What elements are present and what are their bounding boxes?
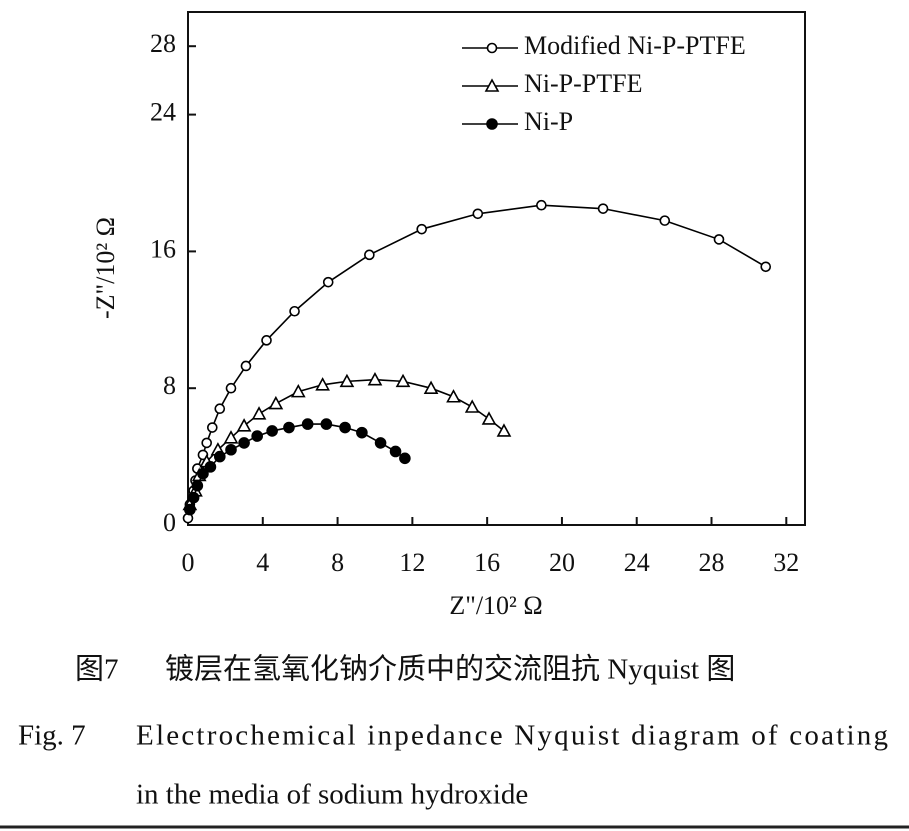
x-axis-label: Z"/10² Ω — [449, 591, 542, 620]
legend-label: Ni-P-PTFE — [524, 69, 642, 98]
marker — [446, 389, 461, 403]
marker — [713, 234, 725, 245]
x-tick-label: 12 — [399, 548, 425, 577]
marker — [223, 430, 239, 444]
marker — [597, 203, 609, 214]
y-tick-label: 8 — [163, 371, 176, 400]
y-axis-label: -Z"/10² Ω — [91, 217, 120, 319]
marker — [251, 430, 263, 442]
y-tick-label: 16 — [150, 234, 176, 263]
marker — [356, 426, 368, 439]
legend-marker — [486, 118, 498, 130]
legend-label: Modified Ni-P-PTFE — [524, 31, 746, 60]
marker — [197, 467, 209, 480]
marker — [225, 443, 237, 456]
marker — [251, 406, 267, 420]
marker — [191, 479, 204, 492]
legend-marker — [484, 78, 500, 92]
y-tick-label: 24 — [150, 98, 176, 127]
y-tick-label: 28 — [150, 29, 176, 58]
series-line — [189, 423, 406, 510]
marker — [416, 223, 428, 235]
marker — [268, 395, 284, 410]
series-line — [187, 204, 767, 519]
marker — [283, 421, 295, 434]
marker — [374, 437, 387, 449]
marker — [320, 418, 333, 430]
marker — [760, 261, 772, 273]
marker — [225, 382, 237, 394]
x-tick-label: 4 — [256, 548, 269, 577]
marker — [472, 208, 484, 220]
marker — [659, 215, 671, 226]
x-tick-label: 24 — [624, 548, 650, 577]
x-tick-label: 28 — [699, 548, 725, 577]
marker — [536, 199, 547, 211]
caption-cn-text: 镀层在氢氧化钠介质中的交流阻抗 Nyquist 图 — [165, 653, 735, 686]
marker — [364, 249, 375, 261]
marker — [187, 491, 200, 504]
marker — [496, 423, 512, 437]
marker — [266, 425, 278, 437]
x-tick-label: 20 — [549, 548, 575, 577]
marker — [389, 445, 402, 458]
marker — [184, 503, 196, 516]
marker — [204, 461, 217, 473]
marker — [339, 373, 355, 388]
marker — [214, 403, 226, 415]
caption-en-line: Electrochemical inpedance Nyquist diagra… — [136, 720, 888, 752]
legend-marker — [486, 42, 498, 54]
marker — [290, 383, 306, 398]
marker — [367, 371, 383, 386]
marker — [301, 418, 314, 430]
marker — [238, 437, 250, 449]
marker — [207, 422, 218, 433]
marker — [339, 421, 351, 434]
y-tick-label: 0 — [163, 508, 176, 537]
marker — [261, 335, 272, 346]
x-tick-label: 32 — [773, 548, 799, 577]
marker — [240, 360, 252, 372]
plot-frame — [187, 11, 806, 526]
marker — [213, 450, 226, 463]
marker — [423, 380, 439, 394]
marker — [322, 276, 334, 288]
x-tick-label: 0 — [182, 548, 195, 577]
marker — [289, 305, 300, 317]
marker — [464, 399, 480, 413]
marker — [395, 373, 411, 388]
marker — [236, 418, 252, 432]
caption-en-line: in the media of sodium hydroxide — [136, 779, 528, 811]
marker — [201, 437, 212, 449]
x-tick-label: 8 — [331, 548, 344, 577]
legend-label: Ni-P — [524, 107, 573, 136]
marker — [481, 411, 497, 425]
x-tick-label: 16 — [474, 548, 500, 577]
marker — [315, 377, 330, 391]
marker — [399, 452, 411, 465]
caption-cn-label: 图7 — [75, 654, 119, 686]
caption-en-label: Fig. 7 — [18, 720, 86, 752]
